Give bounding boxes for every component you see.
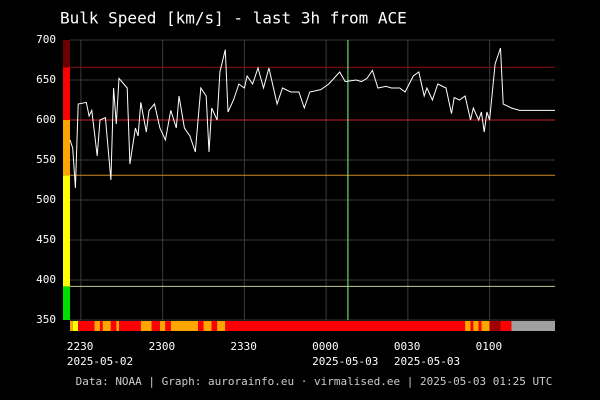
status-strip-segment bbox=[217, 321, 226, 331]
level-band bbox=[63, 67, 70, 120]
level-band bbox=[63, 120, 70, 176]
y-tick-label: 500 bbox=[36, 193, 56, 206]
level-band bbox=[63, 40, 70, 68]
y-tick-label: 400 bbox=[36, 273, 56, 286]
y-tick-label: 450 bbox=[36, 233, 56, 246]
x-tick-label: 0030 bbox=[394, 340, 421, 353]
x-tick-label: 0100 bbox=[476, 340, 503, 353]
status-strip-segment bbox=[470, 321, 474, 331]
status-strip-segment bbox=[140, 321, 152, 331]
chart-title: Bulk Speed [km/s] - last 3h from ACE bbox=[60, 9, 407, 28]
level-band bbox=[63, 286, 70, 320]
x-tick-label: 2330 bbox=[230, 340, 257, 353]
status-strip-segment bbox=[225, 321, 466, 331]
x-date-label: 2025-05-02 bbox=[67, 355, 133, 368]
x-date-label: 2025-05-03 bbox=[394, 355, 460, 368]
status-strip-segment bbox=[78, 321, 95, 331]
y-tick-label: 600 bbox=[36, 113, 56, 126]
x-tick-label: 0000 bbox=[312, 340, 339, 353]
status-strip-segment bbox=[198, 321, 204, 331]
status-strip-segment bbox=[72, 321, 79, 331]
status-strip-segment bbox=[211, 321, 218, 331]
y-tick-label: 700 bbox=[36, 33, 56, 46]
status-strip-segment bbox=[70, 321, 73, 331]
status-strip-segment bbox=[165, 321, 171, 331]
status-strip-segment bbox=[102, 321, 111, 331]
status-strip-segment bbox=[170, 321, 199, 331]
y-tick-label: 550 bbox=[36, 153, 56, 166]
status-strip-segment bbox=[110, 321, 117, 331]
y-tick-label: 650 bbox=[36, 73, 56, 86]
status-strip-segment bbox=[465, 321, 471, 331]
status-strip-segment bbox=[500, 321, 512, 331]
status-strip-segment bbox=[159, 321, 166, 331]
status-strip-segment bbox=[151, 321, 160, 331]
x-tick-label: 2300 bbox=[149, 340, 176, 353]
x-date-label: 2025-05-03 bbox=[312, 355, 378, 368]
status-strip-segment bbox=[511, 321, 555, 331]
x-tick-label: 2230 bbox=[67, 340, 94, 353]
status-strip-segment bbox=[203, 321, 212, 331]
status-strip-segment bbox=[94, 321, 100, 331]
status-strip-segment bbox=[478, 321, 482, 331]
level-band bbox=[63, 175, 70, 287]
status-strip-segment bbox=[116, 321, 120, 331]
status-strip-segment bbox=[473, 321, 479, 331]
status-strip-segment bbox=[489, 321, 501, 331]
y-tick-label: 350 bbox=[36, 313, 56, 326]
footer: Data: NOAA | Graph: aurorainfo.eu · virm… bbox=[76, 375, 553, 388]
status-strip-segment bbox=[99, 321, 103, 331]
data-line bbox=[69, 47, 555, 189]
status-strip-segment bbox=[119, 321, 141, 331]
status-strip-segment bbox=[481, 321, 490, 331]
